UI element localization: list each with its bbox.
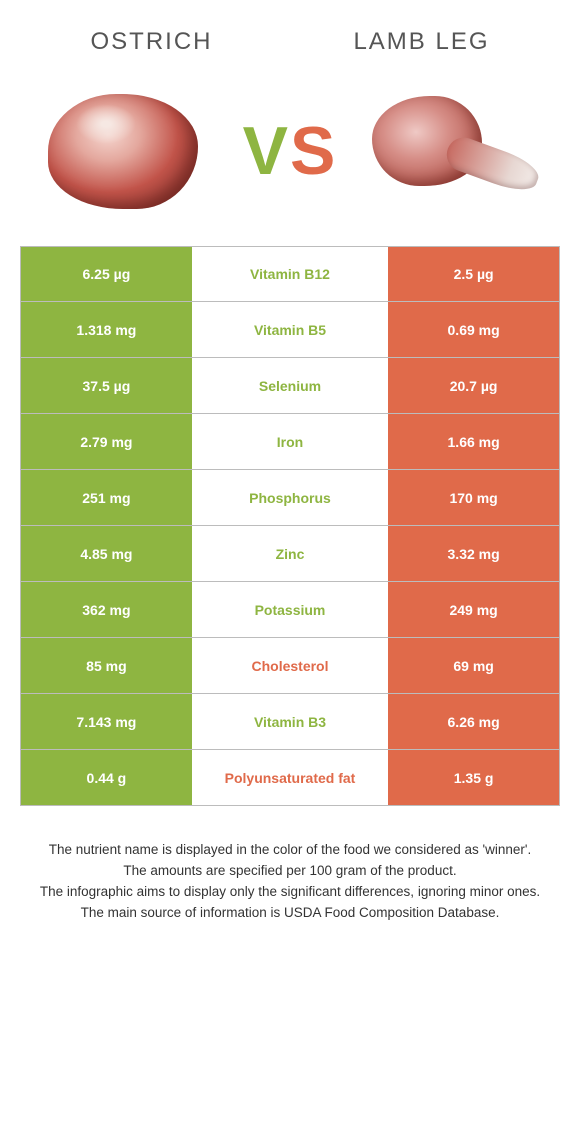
footer-line: The amounts are specified per 100 gram o…: [30, 861, 550, 882]
vs-row: VS: [0, 66, 580, 246]
right-value-cell: 249 mg: [388, 582, 559, 637]
nutrient-name-cell: Vitamin B5: [192, 302, 388, 357]
vs-label: VS: [243, 112, 338, 190]
nutrient-name-cell: Vitamin B3: [192, 694, 388, 749]
header-titles: Ostrich Lamb leg: [0, 0, 580, 66]
left-value-cell: 2.79 mg: [21, 414, 192, 469]
nutrient-name-cell: Polyunsaturated fat: [192, 750, 388, 805]
left-value-cell: 6.25 µg: [21, 247, 192, 301]
table-row: 0.44 gPolyunsaturated fat1.35 g: [20, 750, 560, 806]
right-value-cell: 20.7 µg: [388, 358, 559, 413]
table-row: 1.318 mgVitamin B50.69 mg: [20, 302, 560, 358]
left-value-cell: 1.318 mg: [21, 302, 192, 357]
nutrient-name-cell: Iron: [192, 414, 388, 469]
right-value-cell: 170 mg: [388, 470, 559, 525]
lamb-leg-icon: [372, 86, 542, 216]
left-value-cell: 362 mg: [21, 582, 192, 637]
right-food-title: Lamb leg: [353, 28, 489, 56]
nutrient-name-cell: Potassium: [192, 582, 388, 637]
right-value-cell: 1.66 mg: [388, 414, 559, 469]
table-row: 251 mgPhosphorus170 mg: [20, 470, 560, 526]
nutrient-name-cell: Zinc: [192, 526, 388, 581]
footer-line: The nutrient name is displayed in the co…: [30, 840, 550, 861]
comparison-table: 6.25 µgVitamin B122.5 µg1.318 mgVitamin …: [0, 246, 580, 806]
right-value-cell: 6.26 mg: [388, 694, 559, 749]
footer-line: The infographic aims to display only the…: [30, 882, 550, 903]
left-food-image: [33, 81, 213, 221]
table-row: 6.25 µgVitamin B122.5 µg: [20, 246, 560, 302]
left-value-cell: 0.44 g: [21, 750, 192, 805]
right-value-cell: 69 mg: [388, 638, 559, 693]
table-row: 85 mgCholesterol69 mg: [20, 638, 560, 694]
nutrient-name-cell: Phosphorus: [192, 470, 388, 525]
footer-notes: The nutrient name is displayed in the co…: [0, 806, 580, 924]
left-value-cell: 85 mg: [21, 638, 192, 693]
nutrient-name-cell: Selenium: [192, 358, 388, 413]
right-food-image: [367, 81, 547, 221]
left-value-cell: 4.85 mg: [21, 526, 192, 581]
table-row: 362 mgPotassium249 mg: [20, 582, 560, 638]
right-value-cell: 3.32 mg: [388, 526, 559, 581]
nutrient-name-cell: Cholesterol: [192, 638, 388, 693]
left-food-title: Ostrich: [90, 28, 212, 56]
vs-s: S: [290, 113, 337, 189]
right-value-cell: 0.69 mg: [388, 302, 559, 357]
ostrich-meat-icon: [48, 94, 198, 209]
left-value-cell: 251 mg: [21, 470, 192, 525]
left-value-cell: 37.5 µg: [21, 358, 192, 413]
nutrient-name-cell: Vitamin B12: [192, 247, 388, 301]
vs-v: V: [243, 113, 290, 189]
table-row: 37.5 µgSelenium20.7 µg: [20, 358, 560, 414]
table-row: 7.143 mgVitamin B36.26 mg: [20, 694, 560, 750]
right-value-cell: 1.35 g: [388, 750, 559, 805]
footer-line: The main source of information is USDA F…: [30, 903, 550, 924]
table-row: 2.79 mgIron1.66 mg: [20, 414, 560, 470]
left-value-cell: 7.143 mg: [21, 694, 192, 749]
table-row: 4.85 mgZinc3.32 mg: [20, 526, 560, 582]
right-value-cell: 2.5 µg: [388, 247, 559, 301]
